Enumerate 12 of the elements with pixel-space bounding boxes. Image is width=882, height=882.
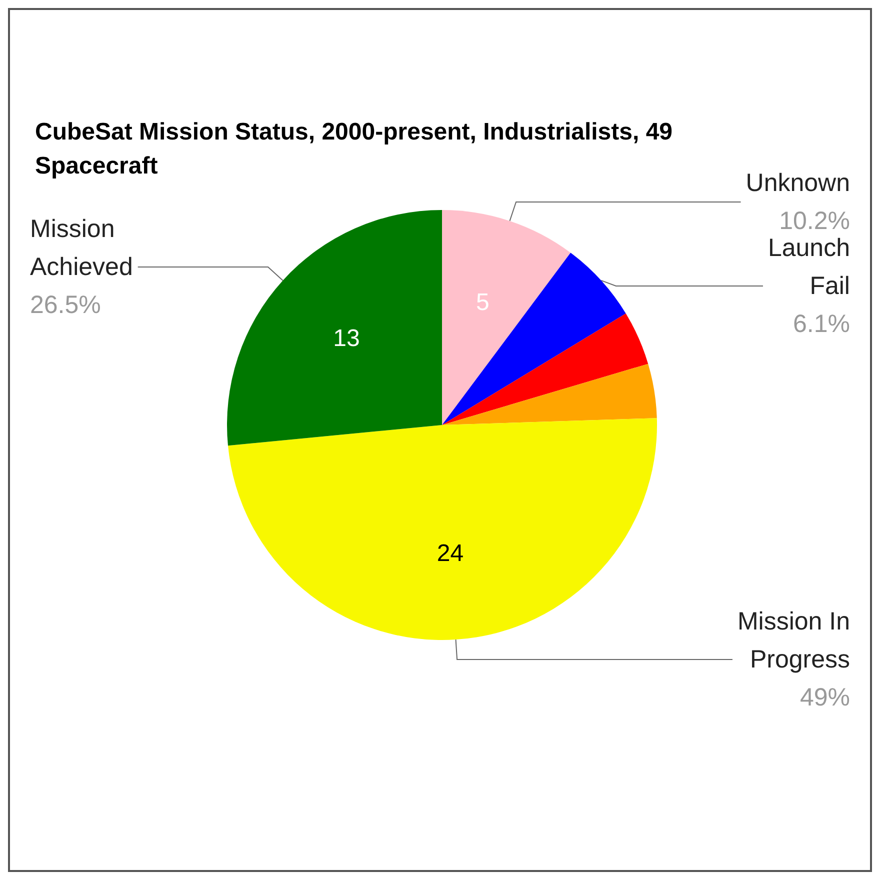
chart-title: CubeSat Mission Status, 2000-present, Industrialists, 49 Spacecraft (35, 118, 680, 180)
slice-label: Mission Achieved (30, 215, 133, 282)
data-label: 24 (436, 540, 464, 568)
text: 49% (800, 684, 850, 712)
slice-label: Launch Fail (768, 234, 850, 300)
slice-label: Unknown (746, 168, 850, 197)
text: 26.5% (30, 291, 101, 320)
slice-label: Mission In Progress (737, 608, 850, 674)
data-label: 5 (476, 289, 490, 316)
text: 10.2% (779, 206, 850, 235)
data-label: 13 (333, 324, 360, 352)
text: 6.1% (793, 310, 850, 338)
